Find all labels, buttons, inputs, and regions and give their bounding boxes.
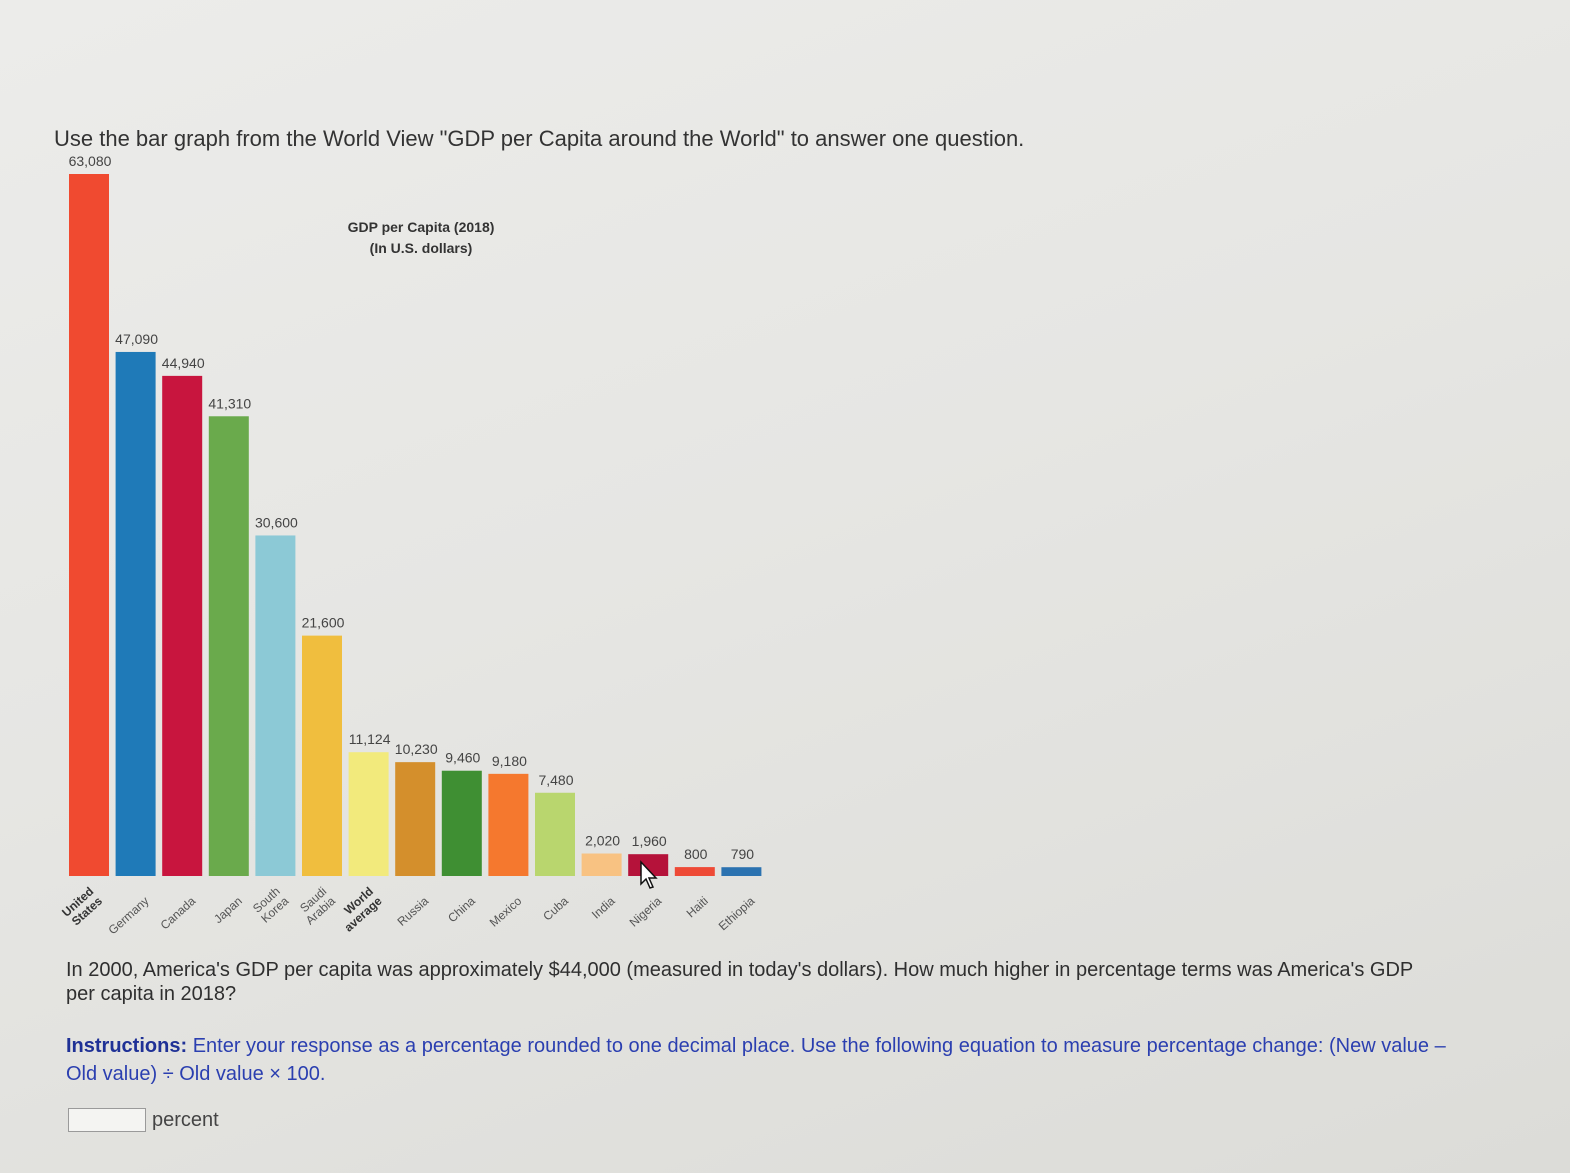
mouse-cursor-icon — [640, 860, 658, 889]
category-label-germany: Germany — [106, 894, 152, 937]
category-label-line: Germany — [106, 894, 152, 937]
gdp-bar-chart: GDP per Capita (2018) (In U.S. dollars) … — [59, 153, 762, 937]
category-label-india: India — [589, 894, 618, 922]
category-label-line: Japan — [211, 894, 245, 926]
bars-layer — [69, 174, 762, 876]
category-label-line: Haiti — [684, 894, 711, 920]
category-label-line: India — [589, 894, 618, 922]
category-label-haiti: Haiti — [684, 894, 711, 920]
value-label-united-states: 63,080 — [69, 153, 112, 169]
bar-india — [581, 853, 622, 876]
bar-haiti — [674, 867, 715, 876]
category-label-china: China — [445, 894, 478, 926]
instructions-block: Instructions: Enter your response as a p… — [66, 1032, 1446, 1088]
bar-russia — [395, 762, 436, 876]
category-label-mexico: Mexico — [487, 894, 525, 930]
value-label-south-korea: 30,600 — [255, 514, 298, 530]
category-label-ethiopia: Ethiopia — [716, 894, 758, 934]
value-label-haiti: 800 — [684, 846, 708, 862]
value-label-russia: 10,230 — [395, 741, 438, 757]
category-label-canada: Canada — [158, 894, 199, 933]
category-label-russia: Russia — [395, 894, 432, 929]
instructions-body: Enter your response as a percentage roun… — [66, 1035, 1446, 1085]
category-label-line: Ethiopia — [716, 894, 758, 934]
category-label-nigeria: Nigeria — [627, 894, 665, 930]
category-label-line: China — [445, 894, 478, 926]
unit-label: percent — [152, 1108, 219, 1131]
chart-title: GDP per Capita (2018) — [348, 219, 495, 235]
value-label-ethiopia: 790 — [731, 846, 755, 862]
bar-nigeria — [628, 854, 669, 876]
value-label-cuba: 7,480 — [538, 772, 573, 788]
instructions-lead: Instructions: — [66, 1035, 188, 1057]
bar-mexico — [488, 773, 529, 876]
category-label-cuba: Cuba — [540, 894, 571, 924]
category-label-line: Cuba — [540, 894, 571, 924]
category-label-line: Nigeria — [627, 894, 665, 930]
answer-row: percent — [68, 1108, 219, 1132]
category-label-line: Mexico — [487, 894, 525, 930]
bar-united-states — [69, 174, 109, 876]
question-text: In 2000, America's GDP per capita was ap… — [66, 959, 1413, 1005]
bar-japan — [208, 416, 249, 876]
bar-germany — [115, 351, 156, 876]
value-label-canada: 44,940 — [162, 355, 205, 371]
chart-subtitle: (In U.S. dollars) — [370, 240, 473, 256]
bar-world-average — [348, 752, 389, 876]
value-label-world-average: 11,124 — [349, 731, 391, 747]
value-label-mexico: 9,180 — [492, 753, 527, 769]
question-prompt: Use the bar graph from the World View "G… — [54, 126, 1025, 151]
bar-south-korea — [255, 535, 296, 876]
bar-ethiopia — [721, 867, 762, 876]
category-label-line: Russia — [395, 894, 432, 929]
value-label-india: 2,020 — [585, 833, 620, 849]
value-label-japan: 41,310 — [208, 395, 251, 411]
bar-china — [441, 770, 482, 876]
value-label-china: 9,460 — [445, 750, 480, 766]
percent-answer-input[interactable] — [68, 1108, 146, 1132]
value-label-saudi-arabia: 21,600 — [302, 615, 345, 631]
category-label-japan: Japan — [211, 894, 245, 926]
bar-canada — [162, 375, 203, 876]
value-label-germany: 47,090 — [115, 331, 158, 347]
value-label-nigeria: 1,960 — [632, 833, 667, 849]
bar-saudi-arabia — [302, 635, 342, 876]
bar-cuba — [535, 792, 575, 876]
category-label-line: Canada — [158, 894, 199, 933]
